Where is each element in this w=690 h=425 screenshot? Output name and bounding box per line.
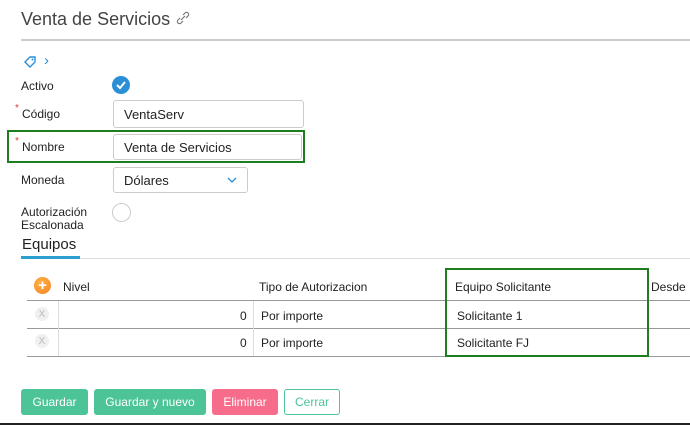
tab-equipos-label: Equipos	[22, 236, 77, 253]
required-mark: *	[15, 103, 19, 114]
x-icon: X	[38, 335, 46, 347]
title-text: Venta de Servicios	[21, 9, 171, 29]
cell-nivel[interactable]: 0	[240, 309, 247, 323]
delete-row-button[interactable]: X	[35, 334, 49, 348]
page-title: Venta de Servicios	[21, 9, 191, 30]
codigo-label: Código	[22, 107, 61, 121]
moneda-select[interactable]: Dólares	[113, 167, 248, 193]
cell-tipo[interactable]: Por importe	[261, 309, 324, 323]
save-button[interactable]: Guardar	[21, 389, 88, 415]
column-divider	[58, 301, 59, 356]
codigo-input[interactable]: VentaServ	[113, 100, 304, 128]
required-mark: *	[15, 136, 19, 147]
breadcrumb-chevron-icon[interactable]: ›	[44, 52, 49, 69]
activo-label: Activo	[21, 79, 54, 93]
column-header-nivel: Nivel	[63, 280, 90, 294]
tab-equipos[interactable]: Equipos	[21, 236, 77, 255]
link-icon[interactable]	[175, 10, 191, 26]
row-divider	[27, 328, 690, 329]
close-button[interactable]: Cerrar	[284, 389, 340, 415]
cell-tipo[interactable]: Por importe	[261, 336, 324, 350]
column-divider	[253, 301, 254, 356]
autorizacion-toggle[interactable]	[112, 203, 131, 222]
add-row-button[interactable]: +	[34, 277, 51, 294]
column-header-tipo: Tipo de Autorizacion	[259, 280, 368, 294]
moneda-label: Moneda	[21, 173, 65, 187]
nombre-value: Venta de Servicios	[124, 139, 232, 155]
check-icon	[116, 81, 126, 90]
tab-active-indicator	[21, 256, 80, 259]
autorizacion-label-line2: Escalonada	[21, 218, 84, 232]
row-divider	[27, 356, 690, 357]
autorizacion-label: Autorización Escalonada	[21, 206, 87, 232]
tag-icon[interactable]	[23, 55, 37, 69]
tab-divider	[21, 258, 690, 259]
column-header-desde: Desde	[651, 280, 686, 294]
header-divider	[27, 300, 690, 301]
column-header-equipo: Equipo Solicitante	[455, 280, 552, 294]
delete-row-button[interactable]: X	[35, 307, 49, 321]
nombre-label: Nombre	[22, 140, 65, 154]
activo-checkbox[interactable]	[112, 76, 130, 94]
autorizacion-label-line1: Autorización	[21, 205, 88, 219]
nombre-highlight	[7, 130, 305, 163]
bottom-border	[0, 423, 690, 425]
codigo-value: VentaServ	[124, 106, 184, 122]
cell-nivel[interactable]: 0	[240, 336, 247, 350]
moneda-value: Dólares	[124, 172, 169, 188]
title-divider	[21, 39, 690, 41]
cell-equipo[interactable]: Solicitante FJ	[457, 336, 530, 350]
cell-equipo[interactable]: Solicitante 1	[457, 309, 523, 323]
save-and-new-button[interactable]: Guardar y nuevo	[94, 389, 206, 415]
chevron-down-icon	[227, 177, 237, 183]
delete-button[interactable]: Eliminar	[212, 389, 278, 415]
nombre-input[interactable]: Venta de Servicios	[113, 134, 302, 160]
x-icon: X	[38, 308, 46, 320]
equipo-column-highlight	[445, 268, 649, 357]
